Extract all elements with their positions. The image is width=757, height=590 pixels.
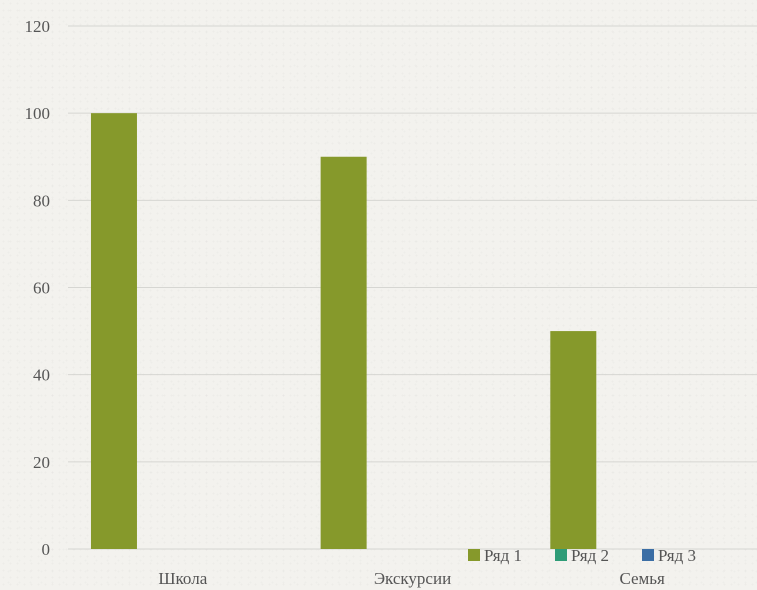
bars (90, 113, 597, 550)
legend: Ряд 1 Ряд 2 Ряд 3 (468, 546, 696, 565)
legend-label: Ряд 3 (658, 546, 696, 565)
y-tick-label: 0 (42, 540, 51, 559)
y-tick-label: 100 (25, 104, 51, 123)
y-tick-label: 120 (25, 17, 51, 36)
gridlines (68, 25, 757, 550)
legend-swatch (468, 549, 480, 561)
y-tick-label: 40 (33, 366, 50, 385)
y-tick-label: 20 (33, 453, 50, 472)
x-axis-category-labels: Школа Экскурсии Семья (158, 569, 665, 588)
y-axis-tick-labels: 0 20 40 60 80 100 120 (25, 17, 51, 559)
legend-item: Ряд 2 (555, 546, 609, 565)
bar (550, 331, 597, 549)
legend-item: Ряд 1 (468, 546, 522, 565)
x-category-label: Семья (619, 569, 665, 588)
bar (320, 156, 367, 549)
legend-swatch (642, 549, 654, 561)
y-tick-label: 80 (33, 191, 50, 210)
x-category-label: Школа (158, 569, 207, 588)
legend-swatch (555, 549, 567, 561)
bar (90, 113, 137, 550)
legend-item: Ряд 3 (642, 546, 696, 565)
legend-label: Ряд 2 (571, 546, 609, 565)
legend-label: Ряд 1 (484, 546, 522, 565)
x-category-label: Экскурсии (374, 569, 451, 588)
y-tick-label: 60 (33, 279, 50, 298)
